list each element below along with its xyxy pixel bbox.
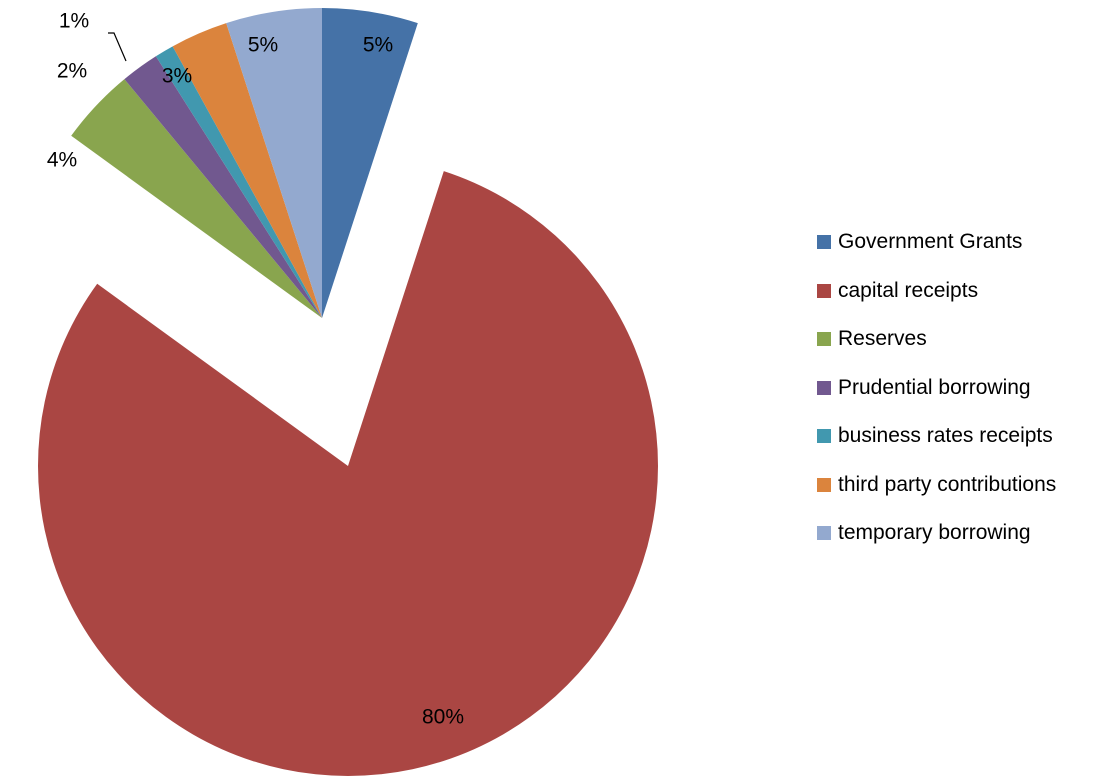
legend-label: Prudential borrowing [838, 375, 1031, 399]
legend-label: business rates receipts [838, 424, 1053, 448]
legend-swatch [817, 380, 831, 395]
legend-item: Reserves [817, 315, 1056, 364]
data-label: 4% [47, 149, 77, 172]
legend-swatch [817, 332, 831, 347]
data-label: 1% [59, 10, 89, 33]
pie-slice-third-party-contributions [172, 23, 322, 318]
pie-slice-temporary-borrowing [226, 7, 322, 318]
legend-item: third party contributions [817, 461, 1056, 510]
legend-swatch [817, 235, 831, 250]
legend-item: business rates receipts [817, 412, 1056, 461]
pie-slice-government-grants [322, 8, 418, 318]
pie-slice-capital-receipts [38, 171, 659, 776]
leader-line [108, 32, 127, 62]
pie-slice-reserves [71, 79, 322, 318]
legend-label: temporary borrowing [838, 521, 1031, 545]
legend-item: capital receipts [817, 267, 1056, 316]
pie-slice-prudential-borrowing [124, 56, 323, 318]
data-label: 5% [363, 34, 393, 57]
legend-label: capital receipts [838, 278, 979, 302]
legend-swatch [817, 477, 831, 492]
legend-item: Prudential borrowing [817, 364, 1056, 413]
legend-label: third party contributions [838, 472, 1057, 496]
legend-item: temporary borrowing [817, 509, 1056, 558]
legend-swatch [817, 526, 831, 541]
data-label: 3% [162, 65, 192, 88]
legend-swatch [817, 283, 831, 298]
pie-slice-business-rates-receipts [155, 46, 322, 319]
data-label: 5% [248, 34, 278, 57]
legend-label: Reserves [838, 327, 927, 351]
legend-swatch [817, 429, 831, 444]
legend: Government Grants capital receipts Reserve… [817, 218, 1056, 558]
data-label: 80% [422, 706, 464, 729]
legend-item: Government Grants [817, 218, 1056, 267]
pie-chart: 5% 80% 4% 2% 1% 3% 5% [38, 7, 659, 776]
legend-label: Government Grants [838, 230, 1023, 254]
data-label: 2% [57, 60, 87, 83]
